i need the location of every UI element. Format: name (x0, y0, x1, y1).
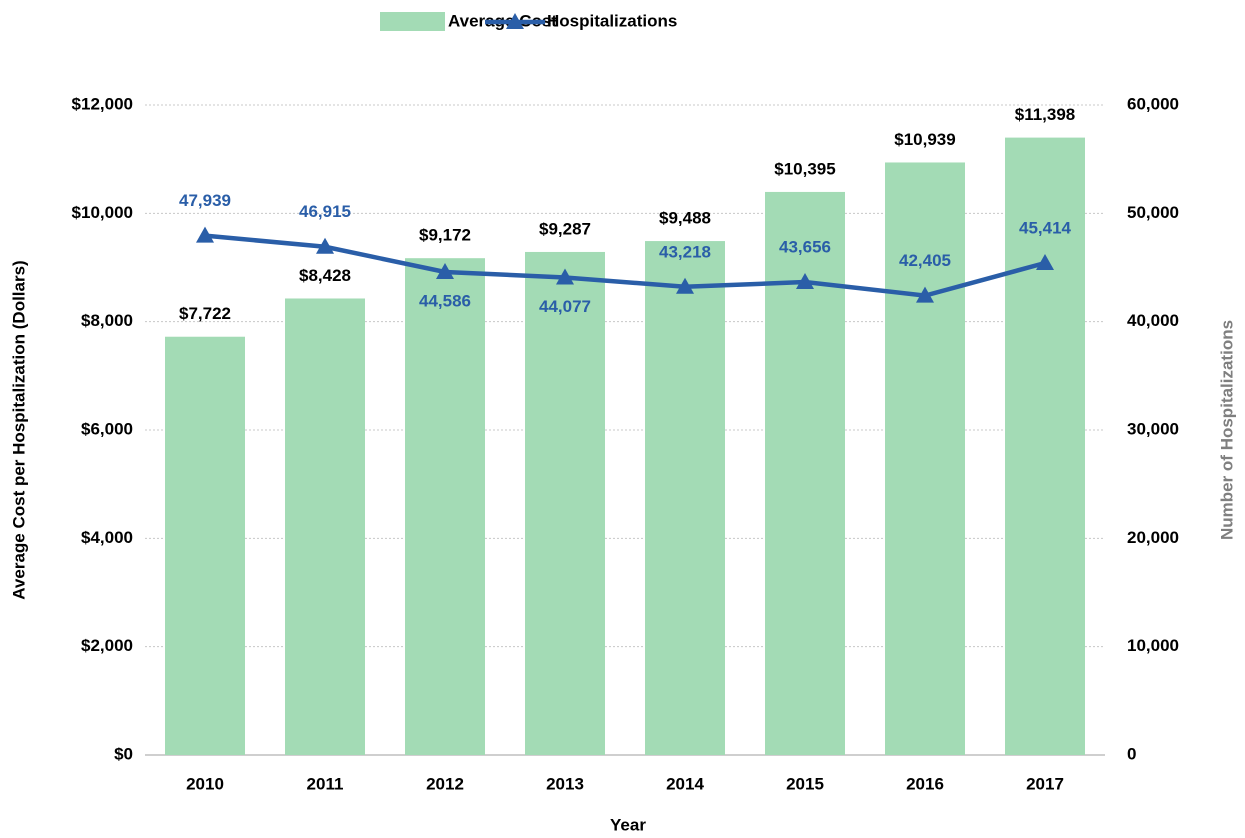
bar-value-label: $11,398 (1015, 105, 1076, 124)
line-value-label: 44,586 (419, 291, 471, 310)
bar (885, 162, 965, 756)
x-tick-label: 2014 (666, 774, 704, 793)
line-marker (916, 286, 934, 303)
legend-swatch (380, 12, 445, 31)
y-tick-label: $8,000 (81, 311, 133, 330)
line-value-label: 43,218 (659, 242, 711, 261)
line-value-label: 44,077 (539, 297, 591, 316)
bar (285, 298, 365, 755)
x-axis-title: Year (610, 815, 646, 834)
line-marker (196, 226, 214, 243)
y2-tick-label: 20,000 (1127, 528, 1179, 547)
line-marker (316, 237, 334, 254)
x-tick-label: 2010 (186, 774, 224, 793)
line (204, 233, 1046, 298)
y-tick-label: $6,000 (81, 419, 133, 438)
y2-tick-label: 10,000 (1127, 636, 1179, 655)
line-marker (556, 268, 574, 285)
line-marker (796, 273, 814, 290)
bar-value-label: $9,172 (419, 226, 471, 245)
y2-tick-label: 60,000 (1127, 94, 1179, 113)
y-axis-title: Average Cost per Hospitalization (Dollar… (9, 260, 28, 599)
bar (165, 336, 245, 755)
x-tick-label: 2016 (906, 774, 944, 793)
x-tick-label: 2015 (786, 774, 824, 793)
x-tick-label: 2012 (426, 774, 464, 793)
line-value-label: 42,405 (899, 251, 951, 270)
x-tick-label: 2013 (546, 774, 584, 793)
y2-tick-label: 40,000 (1127, 311, 1179, 330)
y-tick-label: $10,000 (72, 203, 133, 222)
bar (525, 251, 605, 755)
bar-value-label: $7,722 (179, 304, 231, 323)
bar-value-label: $9,488 (659, 209, 711, 228)
line-marker (1036, 254, 1054, 271)
legend-marker (506, 13, 524, 29)
bar (405, 258, 485, 755)
line-marker (436, 262, 454, 279)
bar-value-label: $10,939 (894, 130, 955, 149)
line-value-label: 45,414 (1019, 218, 1072, 237)
line-marker (676, 277, 694, 294)
x-tick-label: 2011 (307, 774, 344, 793)
x-tick-label: 2017 (1026, 774, 1064, 793)
bar-value-label: $10,395 (774, 159, 835, 178)
bar-value-label: $8,428 (299, 266, 351, 285)
y-tick-label: $12,000 (72, 94, 133, 113)
line-value-label: 46,915 (299, 202, 351, 221)
legend-label: Hospitalizations (547, 11, 677, 30)
y2-tick-label: 50,000 (1127, 203, 1179, 222)
bar (1005, 137, 1085, 755)
bar-value-label: $9,287 (539, 219, 591, 238)
y-tick-label: $0 (114, 744, 133, 763)
y-tick-label: $4,000 (81, 528, 133, 547)
y-tick-label: $2,000 (81, 636, 133, 655)
y2-tick-label: 0 (1127, 744, 1136, 763)
y2-axis-title: Number of Hospitalizations (1217, 320, 1236, 540)
line-value-label: 43,656 (779, 238, 831, 257)
y2-tick-label: 30,000 (1127, 419, 1179, 438)
line-value-label: 47,939 (179, 191, 231, 210)
bar (645, 241, 725, 756)
